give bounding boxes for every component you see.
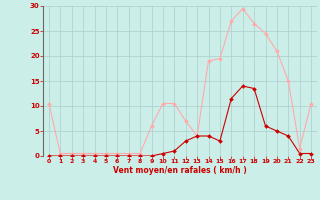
X-axis label: Vent moyen/en rafales ( km/h ): Vent moyen/en rafales ( km/h ) — [113, 166, 247, 175]
